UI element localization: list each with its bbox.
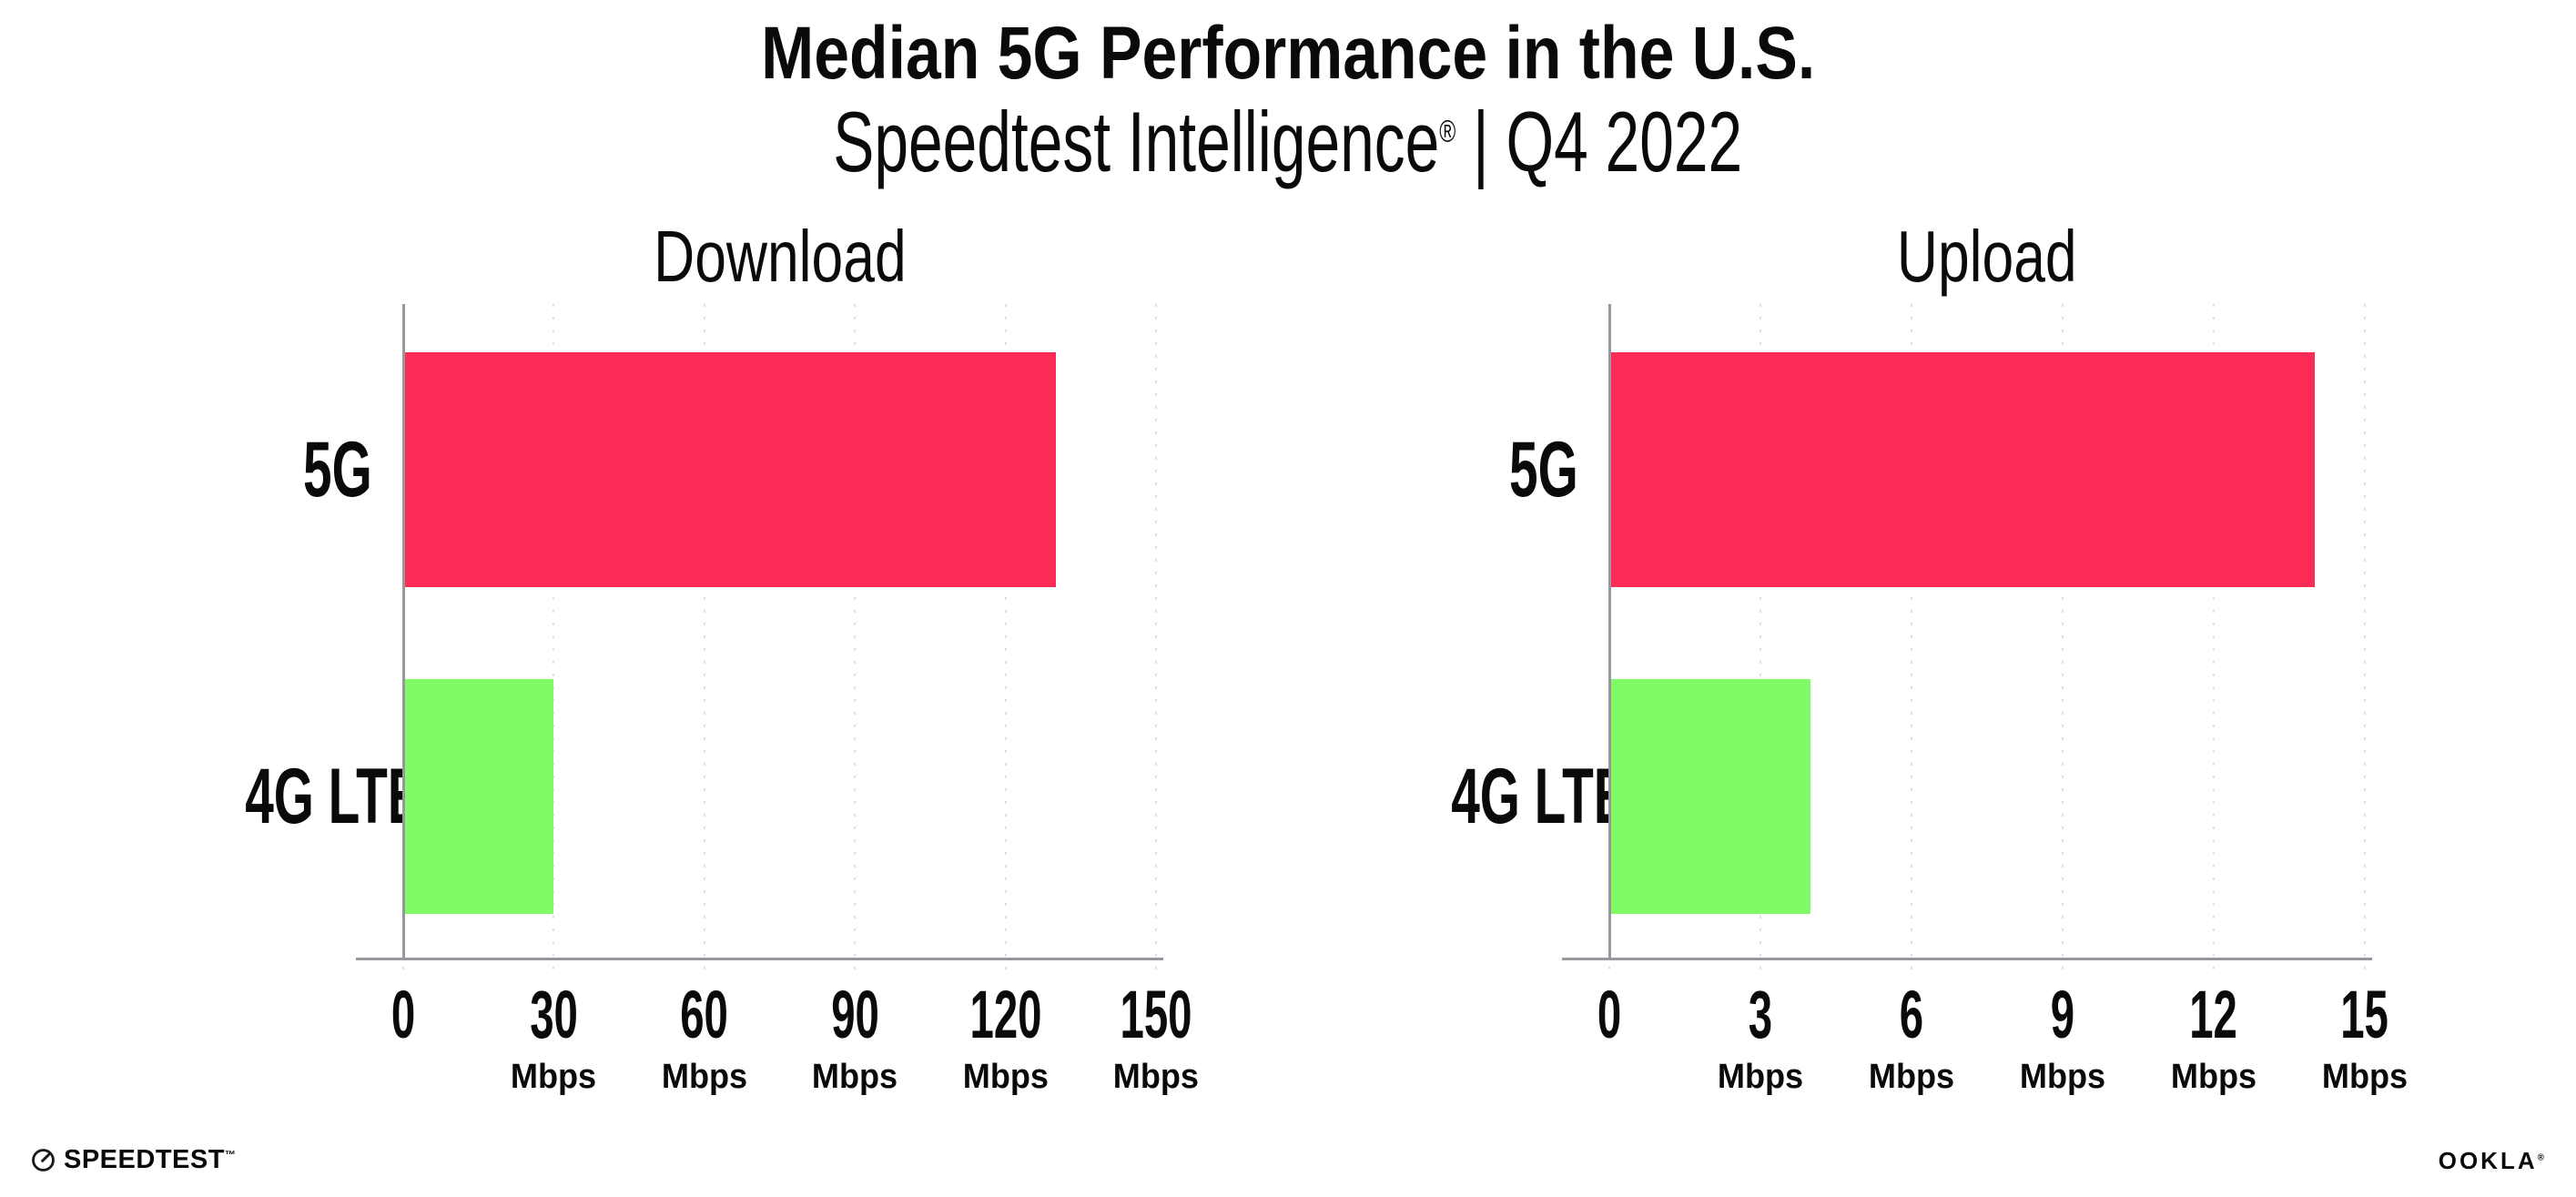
download-plot-area: 5G 4G LTE 0 30 Mbps 60 Mbps 90 Mbps 120 Mbps 150 Mbp… bbox=[245, 304, 1199, 1094]
speedtest-gauge-icon bbox=[32, 1149, 55, 1172]
x-tick-label-150: 150 Mbps bbox=[1100, 981, 1212, 1096]
bar-5g bbox=[1609, 352, 2315, 587]
x-tick-label-60: 60 Mbps bbox=[659, 981, 749, 1096]
ookla-logo: OOKLA® bbox=[2439, 1147, 2547, 1175]
trademark-symbol: ™ bbox=[224, 1148, 237, 1161]
x-tick-label-15: 15 Mbps bbox=[2319, 981, 2409, 1096]
gridline-15 bbox=[2364, 304, 2366, 974]
x-tick-label-90: 90 Mbps bbox=[810, 981, 900, 1096]
x-tick-label-3: 3 Mbps bbox=[1715, 981, 1805, 1096]
ookla-wordmark: OOKLA® bbox=[2438, 1147, 2547, 1174]
page-subtitle: Speedtest Intelligence® | Q4 2022 bbox=[0, 95, 2576, 188]
x-tick-unit: Mbps bbox=[812, 1058, 898, 1096]
gridline-6 bbox=[1911, 304, 1912, 974]
x-tick-label-0: 0 bbox=[1597, 977, 1622, 1052]
x-axis-line bbox=[1562, 958, 2372, 960]
gridline-90 bbox=[854, 304, 857, 974]
x-tick-unit: Mbps bbox=[1717, 1058, 1804, 1096]
speedtest-logo: SPEEDTEST™ bbox=[31, 1145, 236, 1175]
category-label-4g-lte: 4G LTE bbox=[245, 753, 422, 840]
subtitle-period: | Q4 2022 bbox=[1473, 94, 1743, 189]
bar-5g bbox=[403, 352, 1056, 587]
bar-4g-lte bbox=[1609, 679, 1811, 914]
bar-4g-lte bbox=[403, 679, 554, 914]
x-tick-label-30: 30 Mbps bbox=[509, 981, 599, 1096]
y-axis-line bbox=[1608, 304, 1611, 959]
category-label-4g-lte: 4G LTE bbox=[1451, 753, 1628, 840]
x-tick-unit: Mbps bbox=[2019, 1058, 2106, 1096]
gridline-150 bbox=[1155, 304, 1157, 974]
x-tick-unit: Mbps bbox=[2321, 1058, 2409, 1096]
category-label-5g: 5G bbox=[1509, 426, 1578, 513]
gridline-12 bbox=[2213, 304, 2215, 974]
x-tick-label-12: 12 Mbps bbox=[2168, 981, 2258, 1096]
x-tick-label-9: 9 Mbps bbox=[2017, 981, 2107, 1096]
upload-plot-area: 5G 4G LTE 0 3 Mbps 6 Mbps 9 Mbps 12 Mbps 15 Mbps bbox=[1451, 304, 2408, 1094]
x-tick-unit: Mbps bbox=[1112, 1058, 1200, 1096]
page-title-text: Median 5G Performance in the U.S. bbox=[760, 12, 1816, 95]
page-subtitle-text: Speedtest Intelligence® | Q4 2022 bbox=[834, 95, 1743, 188]
y-axis-line bbox=[402, 304, 405, 959]
registered-symbol: ® bbox=[2537, 1152, 2547, 1163]
gridline-120 bbox=[1004, 304, 1007, 974]
registered-trademark-symbol: ® bbox=[1439, 114, 1456, 149]
x-tick-unit: Mbps bbox=[1868, 1058, 1955, 1096]
x-tick-unit: Mbps bbox=[511, 1058, 597, 1096]
upload-chart-title: Upload bbox=[1897, 216, 2077, 297]
speedtest-wordmark: SPEEDTEST™ bbox=[64, 1145, 237, 1174]
x-tick-unit: Mbps bbox=[661, 1058, 747, 1096]
x-tick-unit: Mbps bbox=[2170, 1058, 2257, 1096]
page-title: Median 5G Performance in the U.S. bbox=[0, 12, 2576, 95]
download-chart-title: Download bbox=[653, 216, 907, 297]
gridline-9 bbox=[2062, 304, 2064, 974]
category-label-5g: 5G bbox=[303, 426, 372, 513]
x-tick-unit: Mbps bbox=[962, 1058, 1049, 1096]
gridline-3 bbox=[1760, 304, 1761, 974]
x-axis-line bbox=[356, 958, 1163, 960]
gridline-60 bbox=[703, 304, 705, 974]
x-tick-label-6: 6 Mbps bbox=[1866, 981, 1956, 1096]
gridline-30 bbox=[553, 304, 555, 974]
x-tick-label-120: 120 Mbps bbox=[949, 981, 1061, 1096]
subtitle-brand: Speedtest Intelligence bbox=[833, 94, 1440, 189]
x-tick-label-0: 0 bbox=[390, 977, 416, 1052]
